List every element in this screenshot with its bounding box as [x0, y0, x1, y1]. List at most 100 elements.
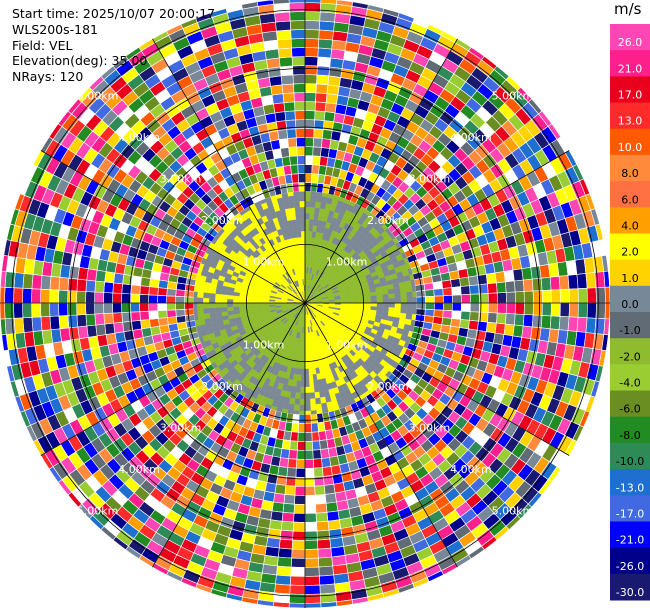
noise-gate — [594, 271, 606, 289]
noise-gate — [175, 315, 187, 324]
range-ring-label: 2.00km — [367, 380, 409, 393]
noise-gate — [540, 315, 552, 330]
valid-gate — [304, 398, 311, 406]
valid-gate — [304, 236, 309, 244]
valid-gate — [296, 380, 302, 388]
range-ring-label: 4.00km — [118, 463, 160, 476]
noise-gate — [274, 483, 287, 495]
valid-gate — [226, 298, 234, 304]
valid-gate — [304, 200, 311, 208]
noise-gate — [103, 312, 114, 325]
valid-gate — [301, 242, 306, 250]
valid-gate — [315, 195, 323, 203]
noise-gate — [31, 302, 42, 318]
noise-gate — [586, 302, 597, 319]
valid-gate — [295, 386, 301, 394]
colorbar: 26.021.017.013.010.08.06.04.02.01.00.0-1… — [610, 24, 650, 601]
valid-gate — [310, 410, 317, 415]
noise-gate — [273, 492, 286, 504]
valid-gate — [293, 194, 300, 202]
valid-gate — [304, 242, 309, 250]
valid-gate — [196, 308, 204, 315]
noise-gate — [494, 271, 506, 284]
noise-gate — [166, 288, 177, 297]
noise-gate — [104, 322, 116, 335]
noise-gate — [321, 466, 333, 477]
noise-gate — [131, 275, 142, 287]
noise-gate — [550, 302, 561, 317]
valid-gate — [294, 392, 301, 400]
noise-gate — [304, 0, 322, 4]
range-ring-label: 3.00km — [409, 173, 451, 186]
range-ring-label: 4.00km — [118, 131, 160, 144]
noise-gate — [304, 92, 317, 103]
noise-gate — [278, 56, 293, 68]
noise-gate — [282, 164, 292, 176]
noise-gate — [291, 422, 300, 433]
noise-gate — [304, 137, 315, 148]
noise-gate — [319, 592, 337, 604]
valid-gate — [304, 191, 311, 196]
noise-gate — [294, 101, 306, 112]
noise-gate — [95, 323, 107, 337]
valid-gate — [287, 195, 295, 203]
noise-gate — [76, 278, 88, 292]
noise-gate — [0, 318, 7, 336]
noise-gate — [49, 275, 61, 291]
noise-gate — [131, 319, 142, 331]
noise-gate — [318, 556, 333, 568]
noise-gate — [441, 279, 452, 289]
noise-gate — [295, 458, 306, 469]
noise-gate — [317, 538, 332, 550]
noise-gate — [304, 47, 319, 58]
noise-gate — [321, 457, 332, 468]
velocity-field-noise-gates — [0, 0, 611, 609]
valid-gate — [405, 285, 413, 293]
noise-gate — [275, 574, 292, 586]
noise-gate — [280, 74, 294, 86]
noise-gate — [469, 311, 480, 322]
noise-gate — [451, 302, 462, 312]
valid-gate — [308, 218, 314, 226]
valid-gate — [411, 285, 416, 292]
valid-gate — [214, 293, 222, 299]
noise-gate — [323, 483, 336, 495]
noise-gate — [451, 310, 462, 320]
noise-gate — [113, 272, 125, 285]
noise-gate — [296, 440, 306, 451]
valid-gate — [299, 248, 303, 256]
noise-gate — [304, 494, 316, 505]
valid-gate — [302, 350, 306, 358]
noise-gate — [293, 83, 306, 94]
noise-gate — [290, 431, 299, 442]
range-ring-label: 2.00km — [367, 214, 409, 227]
noise-gate — [286, 128, 297, 139]
valid-gate — [309, 206, 316, 214]
noise-gate — [166, 302, 177, 311]
noise-gate — [67, 314, 79, 329]
noise-gate — [304, 146, 314, 157]
noise-gate — [558, 316, 570, 331]
noise-gate — [320, 601, 338, 608]
noise-gate — [503, 269, 515, 283]
noise-gate — [31, 288, 42, 304]
noise-gate — [13, 272, 25, 289]
valid-gate — [370, 302, 378, 307]
valid-gate — [316, 192, 323, 197]
noise-gate — [312, 146, 322, 157]
valid-gate — [400, 292, 408, 299]
noise-gate — [289, 20, 306, 31]
valid-gate — [382, 306, 390, 312]
noise-gate — [304, 11, 321, 22]
noise-gate — [85, 302, 96, 315]
noise-gate — [469, 302, 480, 313]
noise-gate — [290, 557, 306, 568]
noise-gate — [94, 291, 105, 304]
noise-gate — [314, 110, 326, 121]
noise-gate — [4, 271, 16, 289]
noise-gate — [540, 276, 552, 291]
noise-gate — [424, 302, 435, 311]
valid-gate — [314, 391, 321, 399]
valid-gate — [293, 410, 300, 415]
